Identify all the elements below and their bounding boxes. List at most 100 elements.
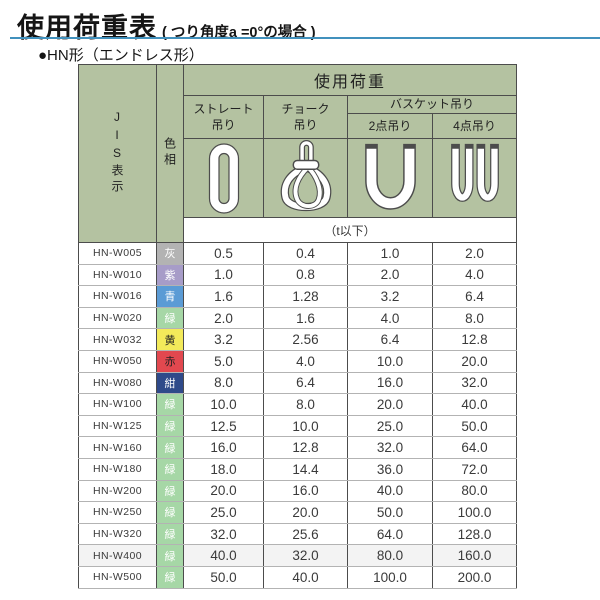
value-cell: 8.0 [263, 393, 348, 416]
value-cell: 4.0 [263, 350, 348, 373]
load-table: JIS表示 色相 使用荷重 ストレート 吊り チョーク 吊り バスケット吊り 2… [78, 64, 517, 589]
jis-cell: HN-W160 [78, 436, 157, 459]
value-cell: 8.0 [432, 307, 517, 330]
value-cell: 4.0 [347, 307, 433, 330]
value-cell: 12.5 [183, 415, 264, 438]
straight-column-header: ストレート 吊り [183, 95, 264, 139]
table-row: HN-W020 緑 2.0 1.6 4.0 8.0 [78, 307, 517, 330]
jis-cell: HN-W010 [78, 264, 157, 287]
value-cell: 40.0 [347, 480, 433, 503]
value-cell: 2.56 [263, 328, 348, 351]
value-cell: 14.4 [263, 458, 348, 481]
jis-cell: HN-W016 [78, 285, 157, 308]
value-cell: 100.0 [347, 566, 433, 589]
straight-sling-icon [183, 138, 264, 218]
jis-cell: HN-W320 [78, 523, 157, 546]
jis-cell: HN-W050 [78, 350, 157, 373]
value-cell: 5.0 [183, 350, 264, 373]
color-swatch: 緑 [156, 566, 184, 589]
jis-cell: HN-W080 [78, 372, 157, 395]
jis-cell: HN-W100 [78, 393, 157, 416]
jis-column-header: JIS表示 [78, 64, 157, 243]
page-title: 使用荷重表 ( つり角度a =0°の場合 ) [17, 6, 316, 45]
color-swatch: 紺 [156, 372, 184, 395]
color-swatch: 緑 [156, 501, 184, 524]
choke-column-header: チョーク 吊り [263, 95, 348, 139]
jis-cell: HN-W020 [78, 307, 157, 330]
value-cell: 25.0 [347, 415, 433, 438]
value-cell: 64.0 [432, 436, 517, 459]
value-cell: 4.0 [432, 264, 517, 287]
value-cell: 1.28 [263, 285, 348, 308]
color-swatch: 緑 [156, 393, 184, 416]
jis-cell: HN-W125 [78, 415, 157, 438]
basket-2point-column-header: 2点吊り [347, 113, 433, 139]
table-row: HN-W010 紫 1.0 0.8 2.0 4.0 [78, 264, 517, 287]
value-cell: 6.4 [347, 328, 433, 351]
value-cell: 32.0 [347, 436, 433, 459]
value-cell: 16.0 [183, 436, 264, 459]
table-row: HN-W100 緑 10.0 8.0 20.0 40.0 [78, 393, 517, 416]
table-row: HN-W500 緑 50.0 40.0 100.0 200.0 [78, 566, 517, 589]
color-swatch: 赤 [156, 350, 184, 373]
basket-4point-sling-icon [432, 138, 517, 218]
color-column-header: 色相 [156, 64, 184, 243]
table-row: HN-W180 緑 18.0 14.4 36.0 72.0 [78, 458, 517, 481]
value-cell: 25.6 [263, 523, 348, 546]
value-cell: 10.0 [347, 350, 433, 373]
table-row: HN-W320 緑 32.0 25.6 64.0 128.0 [78, 523, 517, 546]
value-cell: 2.0 [347, 264, 433, 287]
table-row: HN-W200 緑 20.0 16.0 40.0 80.0 [78, 480, 517, 503]
value-cell: 1.6 [183, 285, 264, 308]
section-heading: ●HN形（エンドレス形） [38, 47, 204, 64]
color-swatch: 緑 [156, 436, 184, 459]
color-swatch: 緑 [156, 307, 184, 330]
value-cell: 1.0 [347, 242, 433, 265]
jis-cell: HN-W400 [78, 544, 157, 567]
page-title-main: 使用荷重表 [17, 13, 157, 43]
color-swatch: 緑 [156, 544, 184, 567]
value-cell: 32.0 [183, 523, 264, 546]
color-swatch: 黄 [156, 328, 184, 351]
value-cell: 200.0 [432, 566, 517, 589]
value-cell: 40.0 [432, 393, 517, 416]
value-cell: 2.0 [183, 307, 264, 330]
value-cell: 20.0 [263, 501, 348, 524]
color-swatch: 緑 [156, 523, 184, 546]
value-cell: 16.0 [347, 372, 433, 395]
value-cell: 80.0 [347, 544, 433, 567]
value-cell: 6.4 [432, 285, 517, 308]
value-cell: 0.5 [183, 242, 264, 265]
value-cell: 20.0 [432, 350, 517, 373]
table-row: HN-W400 緑 40.0 32.0 80.0 160.0 [78, 544, 517, 567]
value-cell: 1.0 [183, 264, 264, 287]
value-cell: 16.0 [263, 480, 348, 503]
table-row: HN-W160 緑 16.0 12.8 32.0 64.0 [78, 436, 517, 459]
unit-note: （t以下） [183, 217, 517, 243]
basket-2point-sling-icon [347, 138, 433, 218]
value-cell: 36.0 [347, 458, 433, 481]
basket-group-header: バスケット吊り [347, 95, 517, 114]
value-cell: 25.0 [183, 501, 264, 524]
value-cell: 8.0 [183, 372, 264, 395]
header-rows: JIS表示 色相 使用荷重 ストレート 吊り チョーク 吊り バスケット吊り 2… [78, 64, 517, 243]
color-swatch: 紫 [156, 264, 184, 287]
value-cell: 128.0 [432, 523, 517, 546]
value-cell: 2.0 [432, 242, 517, 265]
basket-4point-column-header: 4点吊り [432, 113, 517, 139]
data-rows: HN-W005 灰 0.5 0.4 1.0 2.0 HN-W010 紫 1.0 0.8 2.0 4.0… [78, 242, 517, 589]
value-cell: 20.0 [347, 393, 433, 416]
load-group-header: 使用荷重 [183, 64, 517, 96]
value-cell: 3.2 [347, 285, 433, 308]
value-cell: 160.0 [432, 544, 517, 567]
value-cell: 10.0 [183, 393, 264, 416]
table-row: HN-W125 緑 12.5 10.0 25.0 50.0 [78, 415, 517, 438]
value-cell: 10.0 [263, 415, 348, 438]
choke-sling-icon [263, 138, 348, 218]
value-cell: 50.0 [347, 501, 433, 524]
color-swatch: 灰 [156, 242, 184, 265]
table-row: HN-W080 紺 8.0 6.4 16.0 32.0 [78, 372, 517, 395]
jis-cell: HN-W500 [78, 566, 157, 589]
value-cell: 64.0 [347, 523, 433, 546]
